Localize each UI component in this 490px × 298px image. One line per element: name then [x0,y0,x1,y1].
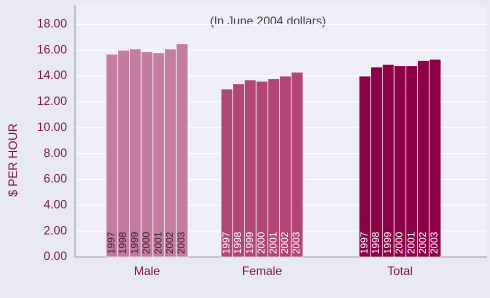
y-tick-label: 18.00 [37,17,67,31]
bar [175,43,189,258]
bar [152,52,165,258]
bar [417,60,430,258]
bar [290,71,304,258]
bar-year-label: 2000 [395,231,406,254]
bar-year-label: 1998 [118,231,129,254]
bar-year-label: 1997 [360,231,371,254]
bar-year-label: 1999 [245,231,256,254]
bar [358,75,372,258]
y-tick-label: 8.00 [44,146,68,160]
y-tick-label: 10.00 [37,120,67,134]
bar [428,58,442,258]
bar-year-label: 1998 [371,231,382,254]
bar [232,83,245,258]
bar [393,65,407,258]
bar-year-label: 1997 [222,231,233,254]
bar [267,78,280,258]
y-tick-label: 16.00 [37,42,67,56]
bar [140,51,154,258]
x-tick-label: Total [387,264,412,278]
bar [244,79,257,258]
bar-year-label: 2003 [177,231,188,254]
bar-year-label: 2001 [153,231,164,254]
bar [117,49,130,258]
bar [405,65,418,258]
bar-year-label: 2002 [165,231,176,254]
bar-year-label: 1999 [130,231,141,254]
bar-year-label: 1999 [383,231,394,254]
bar-year-label: 2002 [418,231,429,254]
bar-year-label: 2000 [142,231,153,254]
bar-year-label: 2001 [406,231,417,254]
bar [382,64,395,258]
bar [370,66,383,258]
x-tick-label: Male [134,264,160,278]
bar [129,48,142,258]
bar-year-label: 2003 [292,231,303,254]
bar [105,53,119,258]
y-tick-label: 6.00 [44,172,68,186]
bar-year-label: 1997 [107,231,118,254]
bar-year-label: 2002 [280,231,291,254]
bar-year-label: 2000 [257,231,268,254]
bar-year-label: 1998 [233,231,244,254]
bar [164,48,177,258]
bar [279,75,292,258]
y-tick-label: 4.00 [44,197,68,211]
bar [255,80,269,258]
y-axis-label: $ PER HOUR [6,123,20,197]
x-tick-label: Female [242,264,282,278]
y-tick-label: 12.00 [37,94,67,108]
y-tick-label: 0.00 [44,249,68,263]
bar-year-label: 2001 [268,231,279,254]
annotation: (In June 2004 dollars) [210,14,326,28]
bar-year-label: 2003 [430,231,441,254]
y-tick-label: 2.00 [44,223,68,237]
y-tick-label: 14.00 [37,68,67,82]
